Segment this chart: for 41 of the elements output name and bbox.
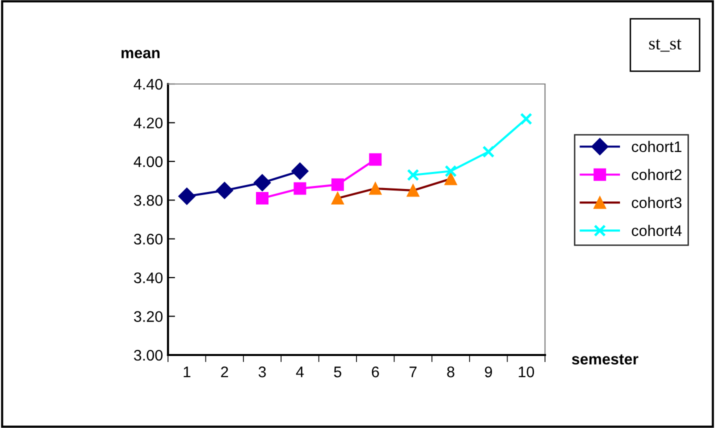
- point: [331, 178, 344, 191]
- point: [331, 192, 344, 204]
- legend-label: cohort1: [632, 140, 682, 152]
- point: [291, 162, 308, 180]
- y-tick-label: 4.20: [134, 118, 163, 128]
- x-tick-label: 7: [410, 366, 417, 378]
- x-tick-label: 6: [372, 366, 379, 378]
- y-tick-label: 4.00: [134, 156, 163, 168]
- point: [369, 182, 382, 195]
- x-tick-label: 5: [334, 366, 342, 378]
- x-axis-title: semester: [572, 354, 638, 365]
- y-tick-label: 4.40: [134, 78, 163, 90]
- y-tick-label: 3.20: [134, 311, 163, 322]
- y-tick-label: 3.40: [134, 272, 163, 284]
- point: [520, 112, 532, 125]
- legend-label: cohort3: [632, 196, 682, 208]
- point: [406, 184, 420, 197]
- x-tick-label: 9: [484, 366, 492, 378]
- y-tick-label: 3.60: [134, 234, 163, 245]
- point: [294, 182, 306, 195]
- x-tick-label: 8: [447, 366, 454, 378]
- point: [256, 192, 268, 204]
- legend-label: cohort4: [632, 224, 682, 236]
- x-tick-label: 4: [296, 366, 304, 378]
- point: [216, 182, 234, 200]
- y-axis-title: mean: [122, 50, 160, 58]
- point: [178, 188, 196, 205]
- point: [444, 164, 457, 178]
- x-tick-label: 2: [221, 366, 228, 378]
- text: st_st: [649, 39, 682, 52]
- point: [369, 153, 382, 166]
- point: [406, 168, 420, 182]
- point: [482, 146, 495, 158]
- x-tick-label: 1: [184, 366, 190, 378]
- x-tick-label: 3: [258, 366, 266, 378]
- point: [444, 172, 457, 186]
- legend-label: cohort2: [632, 168, 682, 180]
- y-tick-label: 3.80: [134, 195, 163, 206]
- y-tick-label: 3.00: [134, 350, 163, 361]
- point: [254, 174, 271, 192]
- x-tick-label: 10: [518, 366, 534, 378]
